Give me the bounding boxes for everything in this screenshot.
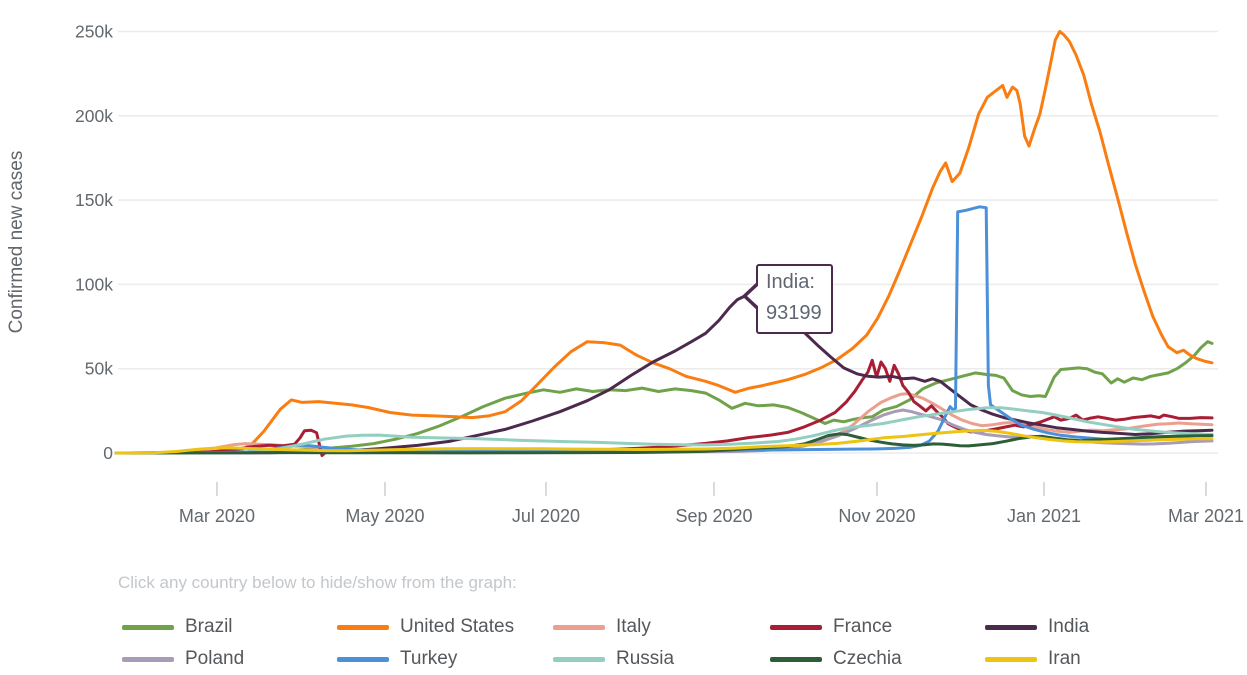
legend-item-poland[interactable]: Poland	[122, 648, 337, 670]
legend-swatch-united-states	[337, 624, 389, 630]
legend-label: Turkey	[400, 648, 458, 669]
series-line-united-states[interactable]	[114, 30, 1214, 455]
legend-label: India	[1048, 616, 1090, 637]
y-tick-label: 250k	[75, 22, 113, 42]
legend-label: Russia	[616, 648, 675, 669]
x-tick-label: Sep 2020	[675, 506, 752, 526]
legend-item-france[interactable]: France	[770, 616, 985, 638]
series-line-iran[interactable]	[114, 428, 1214, 455]
legend-swatch-france	[770, 624, 822, 630]
tooltip-value: 93199	[766, 302, 822, 324]
legend-swatch-czechia	[770, 656, 822, 662]
y-axis-title: Confirmed new cases	[6, 150, 27, 334]
legend-item-iran[interactable]: Iran	[985, 648, 1247, 670]
legend-label: Czechia	[833, 648, 902, 669]
legend-label: Brazil	[185, 616, 233, 637]
x-tick-label: Mar 2020	[179, 506, 255, 526]
legend-swatch-turkey	[337, 656, 389, 662]
legend-label: Italy	[616, 616, 651, 637]
y-tick-label: 50k	[85, 359, 113, 379]
legend-swatch-brazil	[122, 624, 174, 630]
legend-label: Iran	[1048, 648, 1081, 669]
legend-label: Poland	[185, 648, 245, 669]
legend-item-italy[interactable]: Italy	[553, 616, 770, 638]
tooltip-label: India:	[766, 271, 815, 293]
legend-label: United States	[400, 616, 515, 637]
legend-row: Brazil United States Italy France India	[122, 611, 1247, 643]
legend-swatch-russia	[553, 656, 605, 662]
legend-item-brazil[interactable]: Brazil	[122, 616, 337, 638]
legend-label: France	[833, 616, 893, 637]
y-tick-label: 100k	[75, 274, 113, 294]
legend: Brazil United States Italy France India Polan…	[0, 611, 1247, 675]
x-tick-label: Jan 2021	[1007, 506, 1081, 526]
legend-swatch-poland	[122, 656, 174, 662]
legend-row: Poland Turkey Russia Czechia Iran	[122, 643, 1247, 675]
x-tick-label: Nov 2020	[838, 506, 915, 526]
legend-swatch-iran	[985, 656, 1037, 662]
y-tick-label: 0	[103, 443, 113, 463]
series-line-turkey[interactable]	[114, 205, 1214, 455]
tooltip: India: 93199	[742, 264, 833, 334]
chart-area: 0 50k 100k 150k 200k 250k Mar 2020 May 2020 Jul …	[0, 0, 1247, 540]
legend-item-united-states[interactable]: United States	[337, 616, 553, 638]
line-chart[interactable]: 0 50k 100k 150k 200k 250k Mar 2020 May 2020 Jul …	[0, 0, 1247, 540]
x-tick-label: Jul 2020	[512, 506, 580, 526]
x-tick-label: May 2020	[345, 506, 424, 526]
series-line-brazil[interactable]	[114, 340, 1214, 455]
legend-note: Click any country below to hide/show fro…	[118, 573, 517, 592]
legend-swatch-italy	[553, 624, 605, 630]
series-line-india[interactable]	[114, 294, 1214, 455]
legend-item-turkey[interactable]: Turkey	[337, 648, 553, 670]
y-tick-label: 200k	[75, 106, 113, 126]
legend-swatch-india	[985, 624, 1037, 630]
legend-item-india[interactable]: India	[985, 616, 1247, 638]
x-tick-label: Mar 2021	[1168, 506, 1244, 526]
series-line-russia[interactable]	[114, 406, 1214, 455]
legend-item-russia[interactable]: Russia	[553, 648, 770, 670]
y-tick-label: 150k	[75, 190, 113, 210]
legend-item-czechia[interactable]: Czechia	[770, 648, 985, 670]
